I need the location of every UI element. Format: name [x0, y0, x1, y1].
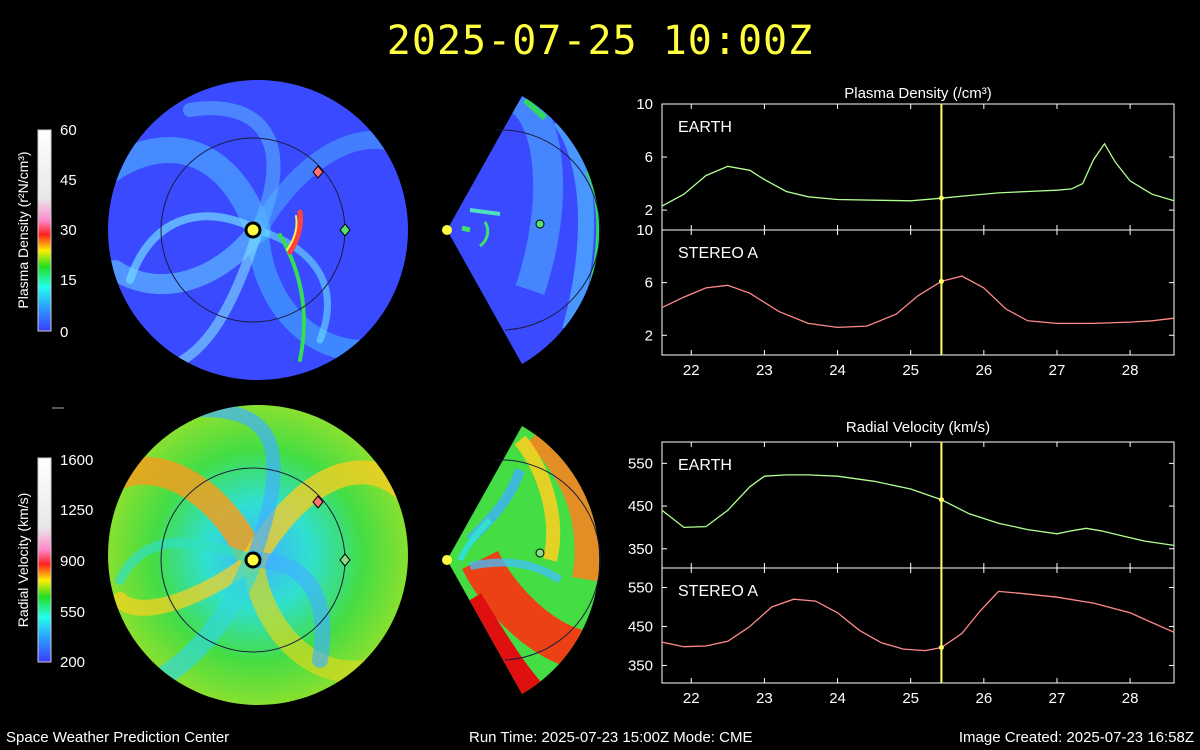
y-tick-label: 350 [628, 657, 653, 674]
x-tick-label: 27 [1049, 362, 1066, 379]
velocity-colorbar-tick: 900 [60, 553, 85, 570]
panel-label: EARTH [678, 457, 732, 474]
y-tick-label: 550 [628, 579, 653, 596]
y-tick-label: 6 [645, 149, 653, 166]
y-tick-label: 10 [636, 222, 653, 239]
x-tick-label: 23 [756, 690, 773, 707]
plot-frame [661, 567, 1175, 684]
density-colorbar-tick: 30 [60, 222, 77, 239]
stereo-a-marker [312, 165, 324, 179]
x-tick-label: 28 [1122, 690, 1139, 707]
footer-image-created: Image Created: 2025-07-23 16:58Z [958, 729, 1194, 746]
velocity-meridional-wedge [447, 426, 601, 694]
y-tick-label: 550 [628, 455, 653, 472]
density-colorbar-tick: 0 [60, 324, 68, 341]
plot-panel: 350 450 550 22 23 24 25 26 27 28 STEREO A [628, 567, 1175, 707]
density-colorbar-tick: 15 [60, 272, 77, 289]
series-line-earth [661, 474, 1175, 547]
panel-label: STEREO A [678, 245, 758, 262]
y-tick-label: 2 [645, 202, 653, 219]
series-line-earth [661, 142, 1175, 207]
x-tick-label: 25 [902, 690, 919, 707]
x-tick-label: 22 [683, 690, 700, 707]
footer-organization: Space Weather Prediction Center [6, 729, 230, 746]
x-tick-label: 27 [1049, 690, 1066, 707]
panel-label: STEREO A [678, 583, 758, 600]
y-tick-label: 450 [628, 498, 653, 515]
plot-frame [661, 229, 1175, 356]
x-tick-label: 25 [902, 362, 919, 379]
velocity-colorbar-tick: 200 [60, 654, 85, 671]
current-time-point [938, 645, 944, 651]
density-colorbar-label: Plasma Density (r²N/cm³) [15, 151, 31, 308]
x-tick-label: 23 [756, 362, 773, 379]
velocity-colorbar-tick: 550 [60, 604, 85, 621]
sun-marker [244, 221, 262, 239]
plot-panel: 350 450 550 EARTH Radial Velocity (km/s) [628, 419, 1175, 569]
y-tick-label: 450 [628, 618, 653, 635]
sun-marker-velocity [244, 551, 262, 569]
x-tick-label: 26 [975, 362, 992, 379]
chart-title: Plasma Density (/cm³) [844, 85, 992, 102]
panel-label: EARTH [678, 119, 732, 136]
current-time-point [938, 497, 944, 503]
density-colorbar-tick: 45 [60, 172, 77, 189]
velocity-colorbar-label: Radial Velocity (km/s) [15, 493, 31, 628]
velocity-colorbar-tick: 1250 [60, 502, 93, 519]
density-colorbar: 60 45 30 15 0 Plasma Density (r²N/cm³) [15, 122, 77, 341]
x-tick-label: 28 [1122, 362, 1139, 379]
chart-title: Radial Velocity (km/s) [846, 419, 990, 436]
current-time-point [938, 278, 944, 284]
current-time-point [938, 195, 944, 201]
velocity-colorbar: 1600 1250 900 550 200 Radial Velocity (k… [15, 452, 93, 671]
earth-marker-velocity [339, 553, 351, 567]
y-tick-label: 6 [645, 275, 653, 292]
plot-frame [661, 103, 1175, 231]
series-line-stereo-a [661, 590, 1175, 652]
y-tick-label: 10 [636, 96, 653, 113]
sun-marker-velocity-meridional [442, 555, 452, 565]
plot-panel: 2 6 10 EARTH Plasma Density (/cm³) [636, 85, 1175, 231]
x-tick-label: 26 [975, 690, 992, 707]
page-title: 2025-07-25 10:00Z [386, 18, 814, 64]
y-tick-label: 350 [628, 541, 653, 558]
plot-frame [661, 441, 1175, 569]
earth-marker-meridional [535, 219, 545, 229]
sun-marker-meridional [442, 225, 452, 235]
density-colorbar-tick: 60 [60, 122, 77, 139]
y-tick-label: 2 [645, 327, 653, 344]
earth-marker [339, 223, 351, 237]
x-tick-label: 24 [829, 690, 846, 707]
velocity-colorbar-tick: 1600 [60, 452, 93, 469]
series-line-stereo-a [661, 275, 1175, 329]
density-meridional-wedge [447, 96, 601, 364]
x-tick-label: 24 [829, 362, 846, 379]
stereo-a-marker-velocity [312, 495, 324, 509]
footer-run-info: Run Time: 2025-07-23 15:00Z Mode: CME [469, 729, 753, 746]
x-tick-label: 22 [683, 362, 700, 379]
earth-marker-velocity-meridional [535, 548, 545, 558]
